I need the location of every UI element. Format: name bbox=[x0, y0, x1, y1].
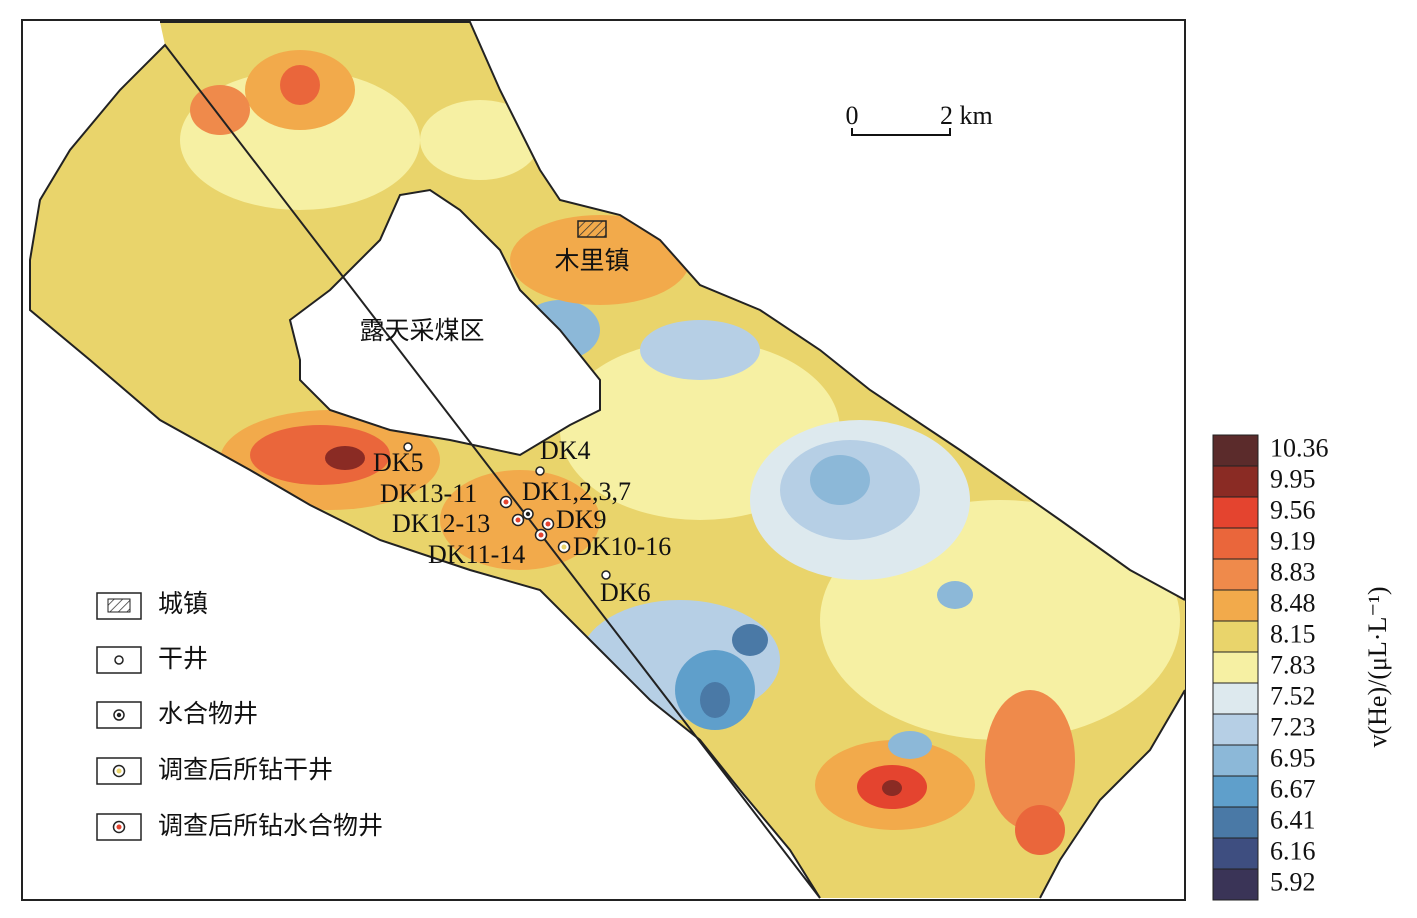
colorbar-bin bbox=[1212, 806, 1259, 839]
colorbar-tick-label: 10.36 bbox=[1270, 433, 1329, 462]
colorbar-bin bbox=[1212, 868, 1259, 901]
wells: DK4 DK5 DK13-11 DK1,2,3,7 DK12-13 DK9 DK… bbox=[373, 436, 671, 607]
colorbar-tick-label: 8.48 bbox=[1270, 588, 1316, 617]
colorbar-bin bbox=[1212, 620, 1259, 653]
colorbar-bin bbox=[1212, 496, 1259, 529]
colorbar-bin bbox=[1212, 558, 1259, 591]
well-label: DK11-14 bbox=[428, 540, 525, 569]
legend-label: 调查后所钻干井 bbox=[158, 755, 333, 784]
colorbar-bin bbox=[1212, 744, 1259, 777]
well-label: DK10-16 bbox=[573, 532, 671, 561]
colorbar-tick-label: 6.67 bbox=[1270, 774, 1316, 803]
colorbar-bin bbox=[1212, 837, 1259, 870]
colorbar-tick-label: 5.92 bbox=[1270, 867, 1316, 896]
colorbar-bin bbox=[1212, 465, 1259, 498]
well-label: DK13-11 bbox=[380, 479, 477, 508]
legend-label: 干井 bbox=[158, 644, 208, 673]
colorbar-bin bbox=[1212, 434, 1259, 467]
well-label: DK4 bbox=[540, 436, 591, 465]
colorbar: 10.369.959.569.198.838.488.157.837.527.2… bbox=[1212, 433, 1329, 901]
legend-box bbox=[96, 592, 142, 620]
colorbar-tick-label: 9.19 bbox=[1270, 526, 1316, 555]
colorbar-bin bbox=[1212, 589, 1259, 622]
legend-symbol bbox=[114, 655, 124, 665]
colorbar-bin bbox=[1212, 775, 1259, 808]
well-label: DK6 bbox=[600, 578, 651, 607]
colorbar-tick-label: 6.95 bbox=[1270, 743, 1316, 772]
colorbar-tick-label: 6.41 bbox=[1270, 805, 1316, 834]
colorbar-tick-label: 7.23 bbox=[1270, 712, 1316, 741]
dry-well bbox=[601, 570, 611, 580]
colorbar-bin bbox=[1212, 651, 1259, 684]
colorbar-tick-label: 8.15 bbox=[1270, 619, 1316, 648]
hydrate-well bbox=[525, 511, 531, 517]
dry-well bbox=[535, 466, 545, 476]
legend: 城镇 干井 水合物井 调查后所钻干井 调查后所钻水合物井 bbox=[96, 589, 383, 841]
colorbar-tick-label: 7.83 bbox=[1270, 650, 1316, 679]
dry-well bbox=[403, 442, 413, 452]
colorbar-tick-label: 7.52 bbox=[1270, 681, 1316, 710]
new-dry-well bbox=[561, 544, 567, 550]
well-label: DK5 bbox=[373, 448, 424, 477]
region-outline bbox=[29, 21, 1186, 899]
colorbar-bin bbox=[1212, 527, 1259, 560]
colorbar-tick-label: 9.56 bbox=[1270, 495, 1316, 524]
town-symbol bbox=[577, 220, 607, 238]
colorbar-tick-label: 9.95 bbox=[1270, 464, 1316, 493]
colorbar-tick-label: 8.83 bbox=[1270, 557, 1316, 586]
scale-label: 0 bbox=[846, 101, 859, 130]
legend-label: 城镇 bbox=[158, 589, 208, 618]
legend-symbol bbox=[107, 598, 131, 613]
scale-bar bbox=[851, 128, 951, 136]
colorbar-title: v(He)/(μL·L⁻¹) bbox=[1363, 586, 1392, 747]
well-label: DK1,2,3,7 bbox=[522, 477, 631, 506]
legend-label: 水合物井 bbox=[158, 699, 258, 728]
legend-label: 调查后所钻水合物井 bbox=[158, 811, 383, 840]
well-label: DK9 bbox=[556, 505, 607, 534]
map-frame bbox=[21, 19, 1186, 901]
colorbar-bin bbox=[1212, 713, 1259, 746]
place-label: 木里镇 bbox=[554, 246, 629, 275]
well-label: DK12-13 bbox=[392, 509, 490, 538]
place-label: 露天采煤区 bbox=[359, 316, 484, 345]
colorbar-bin bbox=[1212, 682, 1259, 715]
colorbar-tick-label: 6.16 bbox=[1270, 836, 1316, 865]
scale-label: 2 km bbox=[940, 101, 993, 130]
